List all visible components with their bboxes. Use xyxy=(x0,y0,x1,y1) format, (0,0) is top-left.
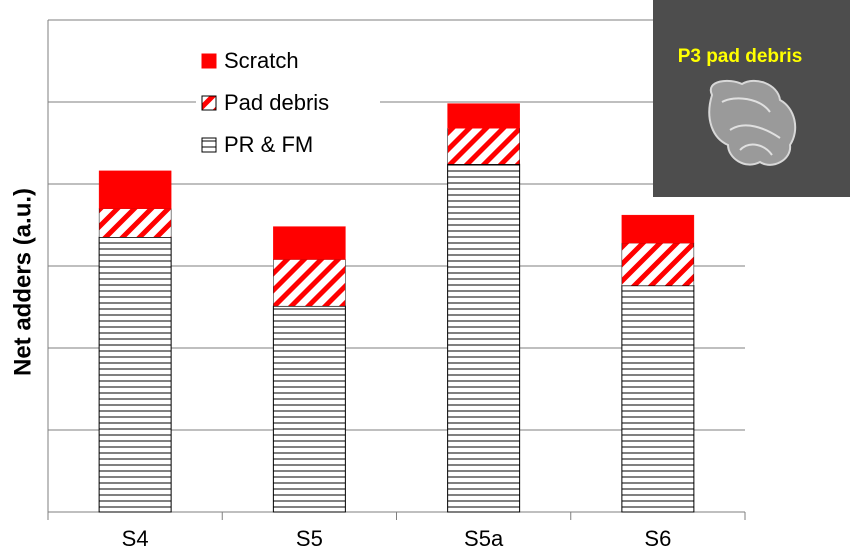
bar-segment xyxy=(621,285,695,513)
legend-swatch xyxy=(201,95,217,111)
x-tick-label: S4 xyxy=(122,526,149,551)
bar-segment xyxy=(447,163,521,513)
debris-texture xyxy=(721,97,781,156)
bar-segment xyxy=(272,305,346,513)
bar-segment xyxy=(447,103,520,129)
x-tick-label: S6 xyxy=(644,526,671,551)
legend-label: Scratch xyxy=(224,48,299,73)
bar-segment xyxy=(273,259,346,307)
legend-swatch xyxy=(201,137,217,153)
legend-swatch xyxy=(201,53,217,69)
inset-label: P3 pad debris xyxy=(678,46,803,67)
plot-area: S4 S5 S5a S6 Scratch Pad debris PR & FM xyxy=(47,19,746,551)
bar-segment xyxy=(98,208,172,238)
bar-segment xyxy=(621,242,695,286)
legend-label: Pad debris xyxy=(224,90,329,115)
x-tick-label: S5a xyxy=(464,526,504,551)
debris-particle xyxy=(708,79,797,166)
bar-segment xyxy=(447,127,520,165)
bar-segment xyxy=(621,214,695,244)
bar-segment xyxy=(98,170,172,209)
bar-segment xyxy=(273,226,346,260)
bar-segment xyxy=(98,236,172,513)
inset-image: P3 pad debris xyxy=(653,0,850,197)
y-axis-label: Net adders (a.u.) xyxy=(9,188,36,376)
x-tick-label: S5 xyxy=(296,526,323,551)
legend-background xyxy=(196,44,380,164)
legend: Scratch Pad debris PR & FM xyxy=(196,44,380,164)
legend-label: PR & FM xyxy=(224,132,313,157)
